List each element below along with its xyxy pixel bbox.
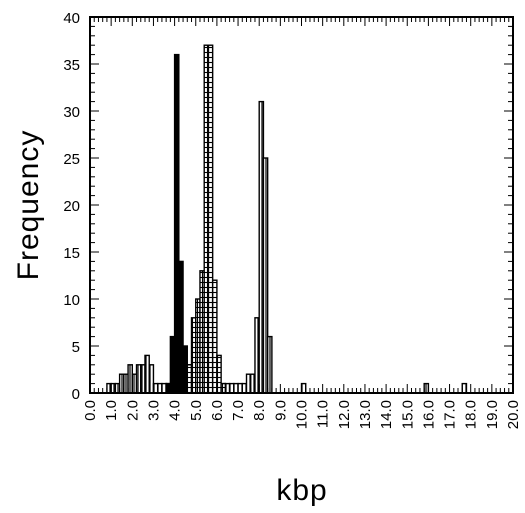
x-tick-label: 10.0 bbox=[294, 400, 311, 429]
x-tick-label: 13.0 bbox=[357, 400, 374, 429]
y-tick-label: 15 bbox=[63, 245, 80, 262]
x-axis-title: kbp bbox=[276, 474, 327, 507]
x-tick-label: 5.0 bbox=[188, 400, 205, 421]
x-tick-label: 14.0 bbox=[378, 400, 395, 429]
x-tick-label: 16.0 bbox=[420, 400, 437, 429]
x-tick-label: 8.0 bbox=[251, 400, 268, 421]
y-tick-label: 25 bbox=[63, 151, 80, 168]
x-tick-label: 1.0 bbox=[103, 400, 120, 421]
x-tick-label: 11.0 bbox=[315, 400, 332, 428]
x-tick-label: 7.0 bbox=[230, 400, 247, 421]
x-tick-label: 15.0 bbox=[399, 400, 416, 429]
histogram-bar bbox=[423, 382, 430, 394]
y-tick-labels: 0 5 10 15 20 25 30 35 40 bbox=[63, 10, 80, 403]
x-tick-label: 6.0 bbox=[209, 400, 226, 421]
x-tick-labels: 0.0 1.0 2.0 3.0 4.0 5.0 6.0 7.0 8.0 9.0 10.0 11.0 12… bbox=[82, 400, 522, 429]
x-tick-label: 2.0 bbox=[124, 400, 141, 421]
histogram-bar bbox=[300, 382, 307, 394]
x-tick-label: 3.0 bbox=[145, 400, 162, 421]
y-tick-label: 5 bbox=[72, 339, 80, 356]
histogram-bar bbox=[266, 335, 273, 394]
bars-layer bbox=[106, 44, 468, 394]
x-tick-label: 18.0 bbox=[463, 400, 480, 429]
histogram-bar bbox=[461, 382, 468, 394]
x-tick-label: 4.0 bbox=[167, 400, 184, 421]
x-tick-label: 9.0 bbox=[272, 400, 289, 421]
x-tick-label: 19.0 bbox=[484, 400, 501, 429]
minor-ticks bbox=[89, 16, 514, 394]
plot-frame bbox=[89, 16, 514, 394]
x-tick-label: 12.0 bbox=[336, 400, 353, 429]
x-tick-label: 0.0 bbox=[82, 400, 99, 421]
y-tick-label: 30 bbox=[63, 104, 80, 121]
y-tick-label: 35 bbox=[63, 57, 80, 74]
x-tick-label: 20.0 bbox=[505, 400, 522, 429]
histogram-bar bbox=[182, 345, 188, 394]
series-3 bbox=[165, 53, 188, 394]
series-1 bbox=[106, 100, 468, 394]
y-axis-title: Frequency bbox=[12, 130, 45, 281]
series-2 bbox=[182, 44, 227, 394]
y-tick-label: 0 bbox=[72, 386, 80, 403]
y-tick-label: 40 bbox=[63, 10, 80, 27]
histogram-bar bbox=[220, 382, 227, 394]
y-tick-label: 20 bbox=[63, 198, 80, 215]
x-tick-label: 17.0 bbox=[442, 400, 459, 429]
y-tick-label: 10 bbox=[63, 292, 80, 309]
